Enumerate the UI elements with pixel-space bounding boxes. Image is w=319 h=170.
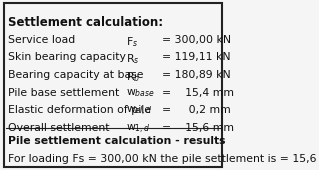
Text: w$_{base}$: w$_{base}$ xyxy=(126,88,155,99)
Text: = 300,00 kN: = 300,00 kN xyxy=(162,35,231,45)
Text: Overall settlement: Overall settlement xyxy=(8,123,109,133)
Text: =    15,4 mm: = 15,4 mm xyxy=(162,88,234,98)
Text: w$_{el,d}$: w$_{el,d}$ xyxy=(126,105,153,118)
Text: R$_{b}$: R$_{b}$ xyxy=(126,70,140,84)
Text: Settlement calculation:: Settlement calculation: xyxy=(8,16,163,29)
Text: Pile settlement calculation - results: Pile settlement calculation - results xyxy=(8,136,226,146)
Text: Skin bearing capacity: Skin bearing capacity xyxy=(8,52,126,62)
Text: = 119,11 kN: = 119,11 kN xyxy=(162,52,230,62)
Text: Service load: Service load xyxy=(8,35,75,45)
Text: Pile base settlement: Pile base settlement xyxy=(8,88,119,98)
Text: F$_{s}$: F$_{s}$ xyxy=(126,35,138,49)
Text: Elastic deformation of pile: Elastic deformation of pile xyxy=(8,105,151,115)
Text: =    15,6 mm: = 15,6 mm xyxy=(162,123,234,133)
Text: w$_{1,d}$: w$_{1,d}$ xyxy=(126,123,151,136)
Text: R$_{s}$: R$_{s}$ xyxy=(126,52,140,66)
Text: For loading Fs = 300,00 kN the pile settlement is = 15,6 mm: For loading Fs = 300,00 kN the pile sett… xyxy=(8,154,319,164)
FancyBboxPatch shape xyxy=(4,3,222,167)
Text: Bearing capacity at base: Bearing capacity at base xyxy=(8,70,144,80)
Text: =     0,2 mm: = 0,2 mm xyxy=(162,105,231,115)
Text: = 180,89 kN: = 180,89 kN xyxy=(162,70,231,80)
